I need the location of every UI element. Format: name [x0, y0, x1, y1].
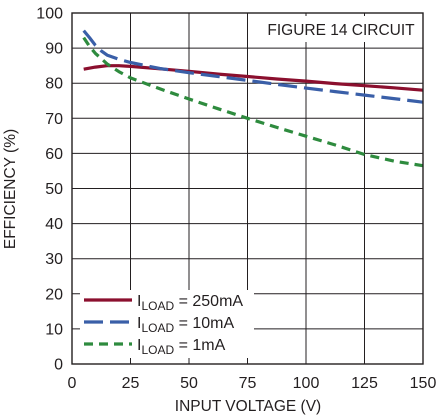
series-line-3 [82, 36, 424, 168]
x-tick-label: 125 [351, 375, 378, 392]
y-tick-label: 30 [45, 251, 63, 268]
legend-label-1: ILOAD = 250mA [137, 293, 243, 313]
y-tick-label: 20 [45, 286, 63, 303]
series-line-1 [83, 64, 424, 92]
series-lines [82, 29, 424, 168]
plot-frame [71, 12, 424, 365]
y-tick-label: 100 [36, 6, 63, 23]
annotation-label: FIGURE 14 CIRCUIT [267, 22, 415, 39]
x-axis-label: INPUT VOLTAGE (V) [175, 398, 321, 415]
legend-label-3: ILOAD = 1mA [137, 337, 226, 357]
x-tick-label: 25 [122, 375, 140, 392]
y-tick-label: 60 [45, 146, 63, 163]
y-tick-label: 70 [45, 111, 63, 128]
y-tick-label: 0 [54, 357, 63, 374]
tick-labels: 0 25 50 75 100 125 150 0 10 20 30 40 50 60 70 80 90 100 [36, 6, 436, 393]
y-tick-label: 90 [45, 41, 63, 58]
y-tick-label: 40 [45, 216, 63, 233]
legend-label-2: ILOAD = 10mA [137, 315, 235, 335]
x-tick-label: 100 [293, 375, 320, 392]
y-tick-label: 50 [45, 181, 63, 198]
x-tick-label: 75 [239, 375, 257, 392]
series-line-2 [82, 29, 424, 104]
y-tick-label: 10 [45, 321, 63, 338]
x-tick-label: 0 [68, 375, 77, 392]
y-tick-label: 80 [45, 76, 63, 93]
x-tick-label: 150 [410, 375, 437, 392]
x-tick-label: 50 [180, 375, 198, 392]
annotation-box [260, 16, 420, 42]
y-axis-label: EFFICIENCY (%) [2, 129, 19, 249]
